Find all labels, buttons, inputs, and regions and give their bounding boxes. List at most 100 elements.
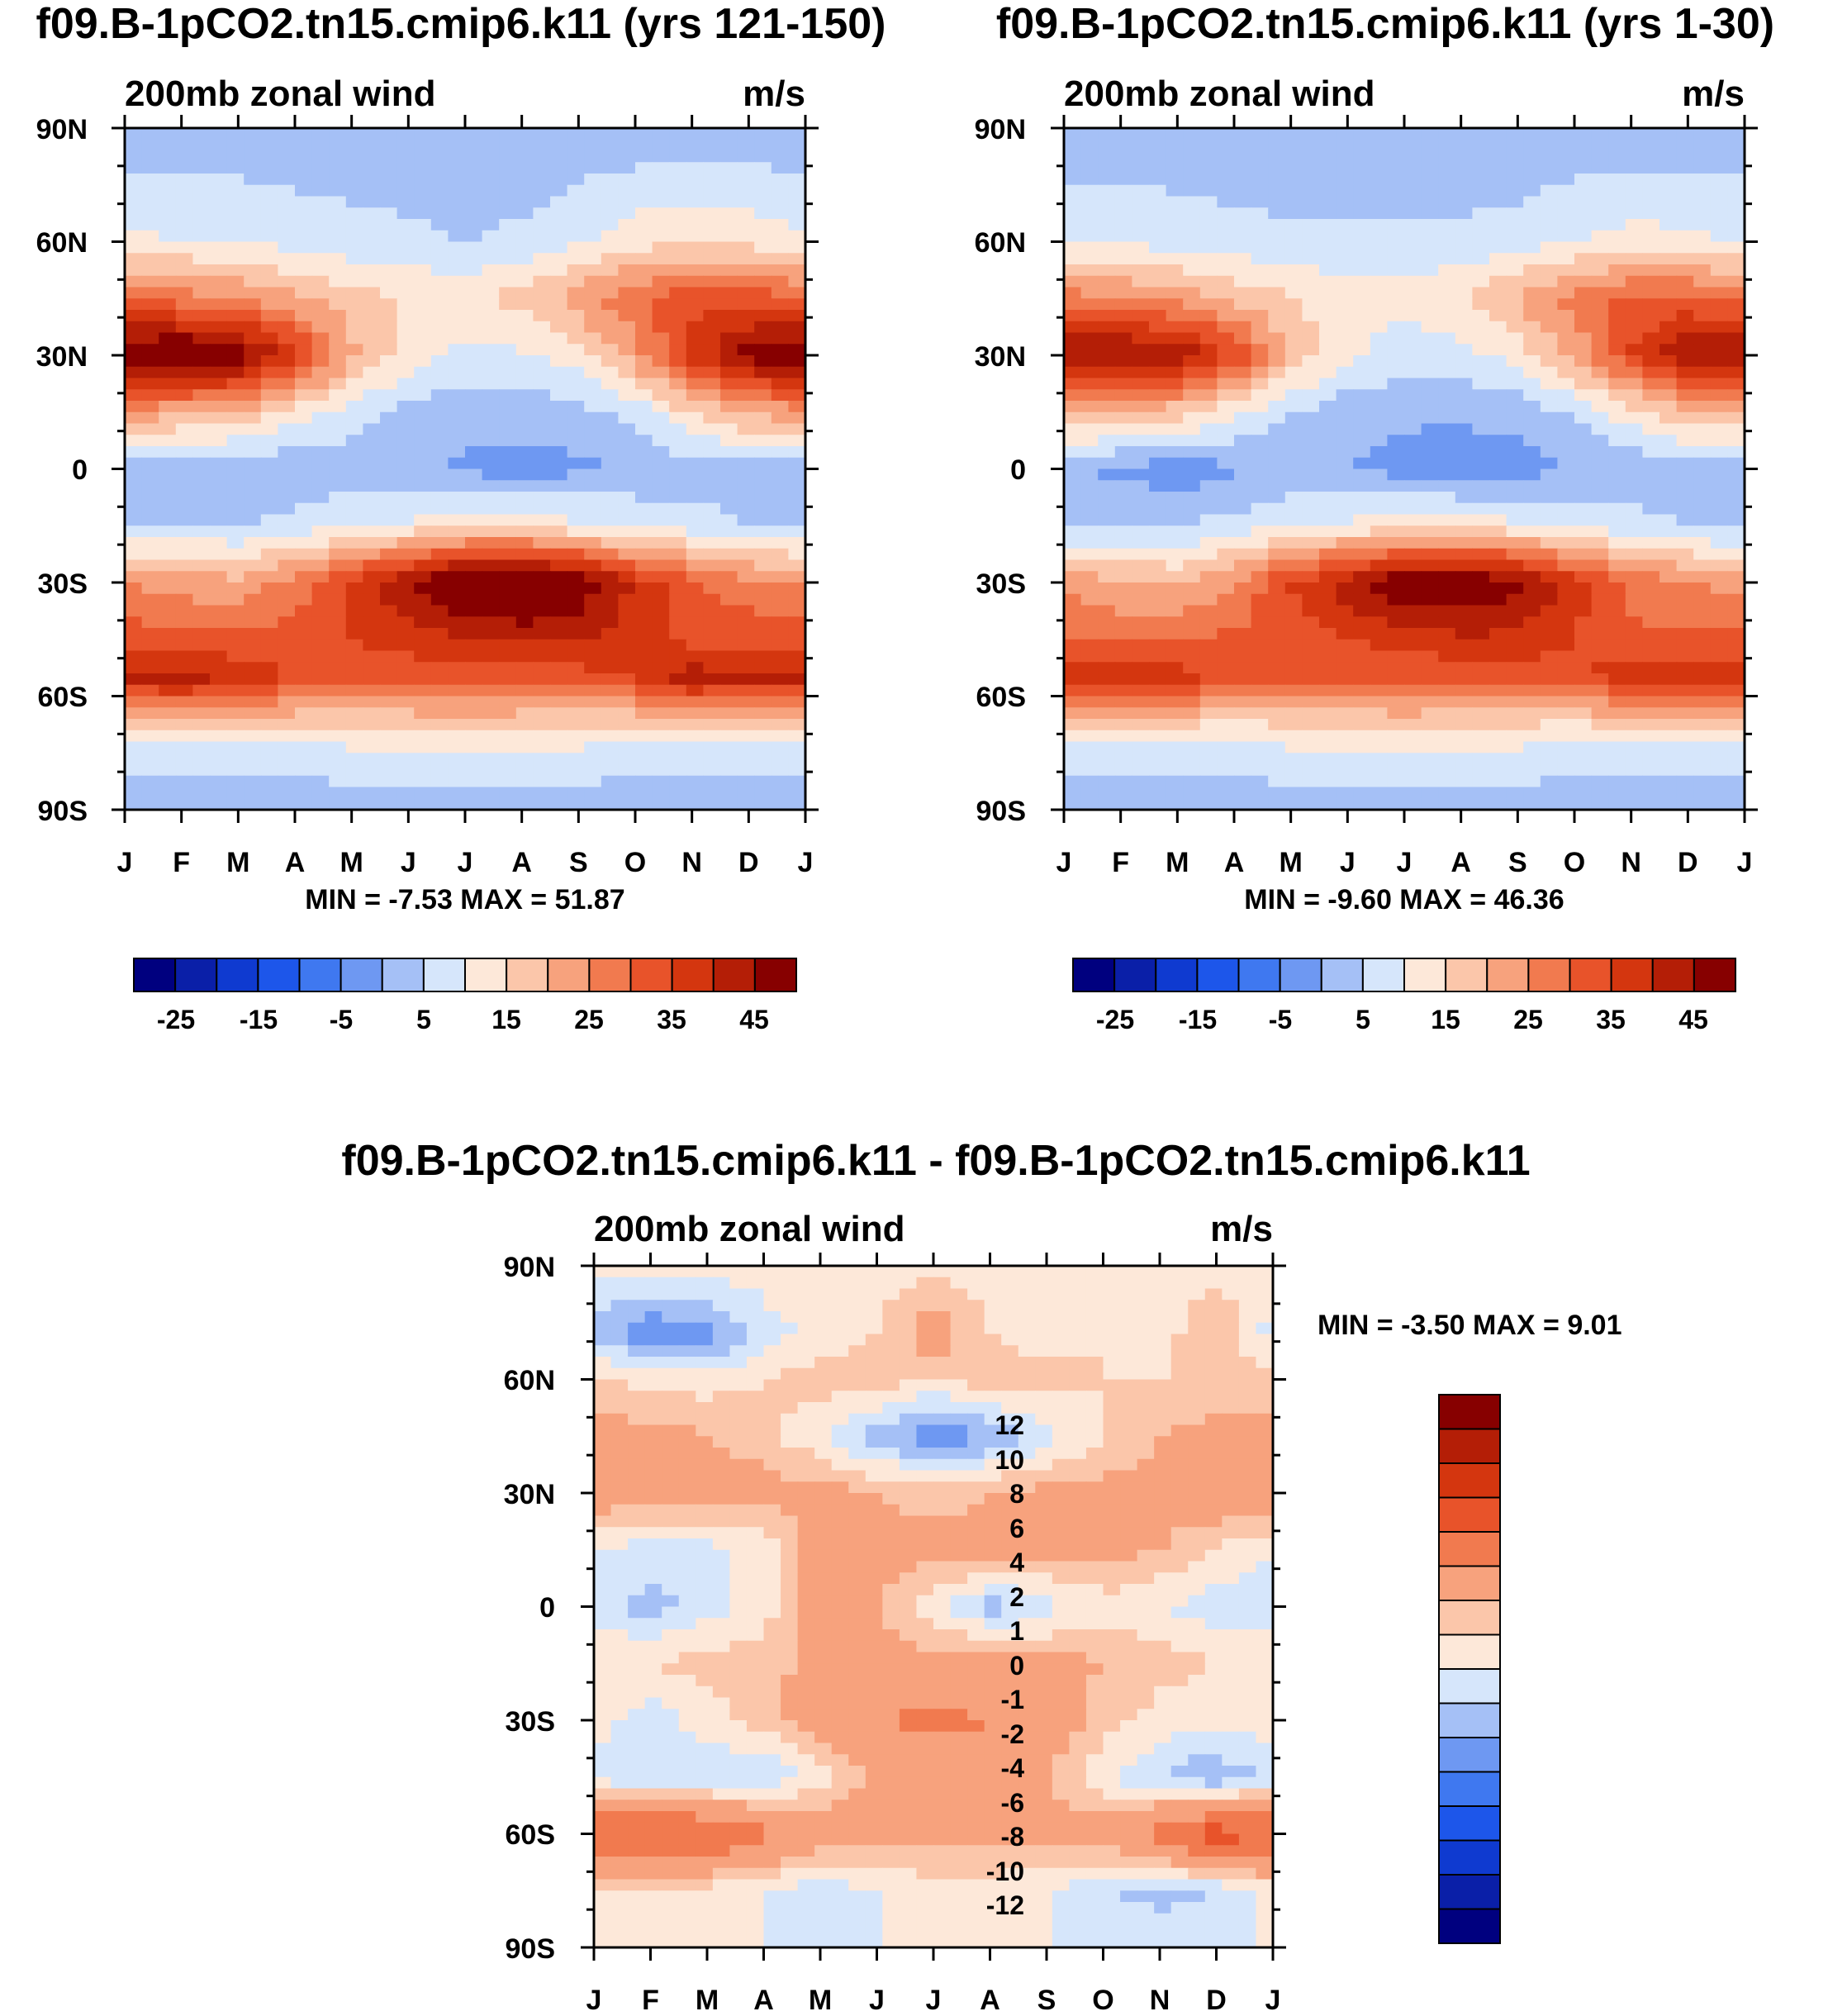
heatmap-cell — [1064, 366, 1082, 379]
heatmap-cell — [720, 241, 738, 254]
heatmap-cell — [1625, 457, 1643, 470]
heatmap-cell — [1284, 207, 1303, 220]
heatmap-cell — [703, 378, 721, 390]
heatmap-cell — [414, 196, 432, 208]
heatmap-cell — [1523, 616, 1541, 629]
heatmap-cell — [1199, 798, 1218, 811]
heatmap-cell — [482, 219, 500, 231]
heatmap-cell — [1251, 764, 1269, 777]
heatmap-cell — [771, 480, 789, 492]
heatmap-cell — [482, 264, 500, 277]
heatmap-cell — [396, 435, 415, 447]
heatmap-cell — [618, 310, 636, 322]
heatmap-cell — [1353, 162, 1371, 174]
heatmap-cell — [1540, 162, 1558, 174]
heatmap-cell — [329, 605, 347, 617]
heatmap-cell — [1625, 582, 1643, 595]
heatmap-cell — [380, 446, 398, 459]
heatmap-cell — [1098, 298, 1116, 311]
heatmap-cell — [1540, 650, 1558, 663]
heatmap-cell — [499, 719, 517, 731]
heatmap-cell — [584, 174, 602, 186]
heatmap-cell — [584, 321, 602, 334]
heatmap-cell — [635, 446, 653, 459]
heatmap-cell — [567, 468, 585, 481]
heatmap-cell — [1217, 582, 1235, 595]
heatmap-cell — [295, 321, 313, 334]
heatmap-cell — [1455, 468, 1473, 481]
heatmap-cell — [567, 798, 585, 811]
heatmap-cell — [1506, 480, 1524, 492]
heatmap-cell — [669, 184, 687, 197]
heatmap-cell — [465, 411, 483, 425]
heatmap-cell — [1574, 502, 1593, 516]
heatmap-cell — [550, 730, 568, 743]
heatmap-cell — [1676, 219, 1694, 231]
heatmap-cell — [1199, 275, 1218, 288]
heatmap-cell — [686, 219, 704, 231]
heatmap-cell — [1455, 719, 1473, 731]
heatmap-cell — [1370, 446, 1388, 459]
heatmap-cell — [1353, 775, 1371, 788]
heatmap-cell — [1540, 492, 1558, 504]
heatmap-cell — [311, 128, 330, 140]
heatmap-cell — [141, 241, 159, 254]
heatmap-cell — [1098, 196, 1116, 208]
heatmap-cell — [669, 582, 687, 595]
heatmap-cell — [533, 662, 551, 674]
heatmap-cell — [771, 753, 789, 765]
heatmap-cell — [345, 241, 363, 254]
heatmap-cell — [533, 525, 551, 538]
heatmap-cell — [1268, 241, 1286, 254]
heatmap-cell — [278, 492, 296, 504]
heatmap-cell — [584, 650, 602, 663]
heatmap-cell — [1472, 684, 1490, 697]
heatmap-cell — [703, 219, 721, 231]
heatmap-cell — [311, 344, 330, 356]
heatmap-cell — [1098, 207, 1116, 220]
heatmap-cell — [1370, 764, 1388, 777]
heatmap-cell — [1132, 787, 1150, 799]
heatmap-cell — [686, 321, 704, 334]
heatmap-cell — [1098, 707, 1116, 720]
heatmap-cell — [1251, 457, 1269, 470]
heatmap-cell — [788, 696, 806, 708]
heatmap-cell — [430, 662, 449, 674]
heatmap-cell — [1727, 389, 1745, 402]
panel-top-left: f09.B-1pCO2.tn15.cmip6.k11 (yrs 121-150)… — [36, 0, 886, 1034]
heatmap-cell — [515, 764, 534, 777]
colorbar-label: -5 — [330, 1005, 353, 1034]
heatmap-cell — [244, 196, 262, 208]
heatmap-cell — [669, 287, 687, 299]
heatmap-cell — [686, 730, 704, 743]
heatmap-cell — [363, 684, 381, 697]
heatmap-cell — [1251, 184, 1269, 197]
heatmap-cell — [141, 196, 159, 208]
heatmap-cell — [1080, 605, 1099, 617]
heatmap-cell — [1319, 616, 1337, 629]
heatmap-cell — [141, 162, 159, 174]
heatmap-cell — [550, 548, 568, 561]
heatmap-cell — [260, 639, 278, 652]
heatmap-cell — [396, 207, 415, 220]
heatmap-cell — [635, 753, 653, 765]
heatmap-cell — [210, 287, 228, 299]
heatmap-cell — [1302, 514, 1320, 526]
heatmap-cell — [1217, 287, 1235, 299]
heatmap-cell — [1540, 741, 1558, 754]
heatmap-cell — [1183, 219, 1201, 231]
heatmap-cell — [1336, 321, 1354, 334]
heatmap-cell — [1608, 219, 1626, 231]
heatmap-cell — [635, 798, 653, 811]
heatmap-cell — [465, 628, 483, 640]
heatmap-cell — [448, 764, 466, 777]
heatmap-cell — [1421, 468, 1439, 481]
heatmap-cell — [754, 787, 772, 799]
heatmap-cell — [1353, 492, 1371, 504]
heatmap-cell — [1540, 457, 1558, 470]
heatmap-cell — [141, 593, 159, 606]
heatmap-cell — [1251, 446, 1269, 459]
tick-label-x-jan-end: J — [798, 847, 814, 878]
heatmap-cell — [1727, 435, 1745, 447]
heatmap-cell — [1080, 207, 1099, 220]
